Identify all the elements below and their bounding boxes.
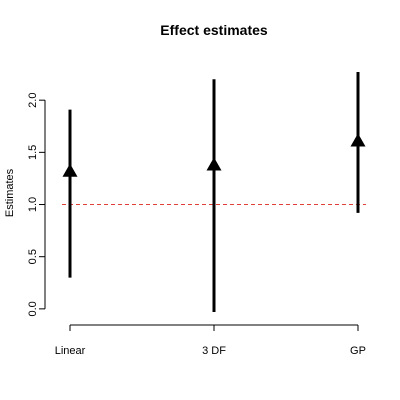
- x-tick-label: Linear: [55, 345, 86, 357]
- estimate-marker: [206, 157, 222, 171]
- estimate-marker: [62, 163, 78, 177]
- estimate-markers: [62, 133, 366, 177]
- y-axis: 0.0 0.5 1.0 1.5 2.0: [27, 93, 46, 317]
- y-tick-label: 1.5: [27, 145, 39, 160]
- x-axis: Linear 3 DF GP: [55, 324, 366, 357]
- y-tick-label: 0.0: [27, 301, 39, 316]
- chart-title: Effect estimates: [160, 22, 268, 38]
- estimate-marker: [350, 133, 366, 147]
- y-tick-label: 1.0: [27, 197, 39, 212]
- y-axis-label: Estimates: [4, 168, 16, 217]
- y-tick-label: 2.0: [27, 93, 39, 108]
- y-tick-label: 0.5: [27, 249, 39, 264]
- confidence-intervals: [68, 72, 360, 312]
- x-tick-label: GP: [350, 345, 366, 357]
- x-tick-label: 3 DF: [202, 345, 226, 357]
